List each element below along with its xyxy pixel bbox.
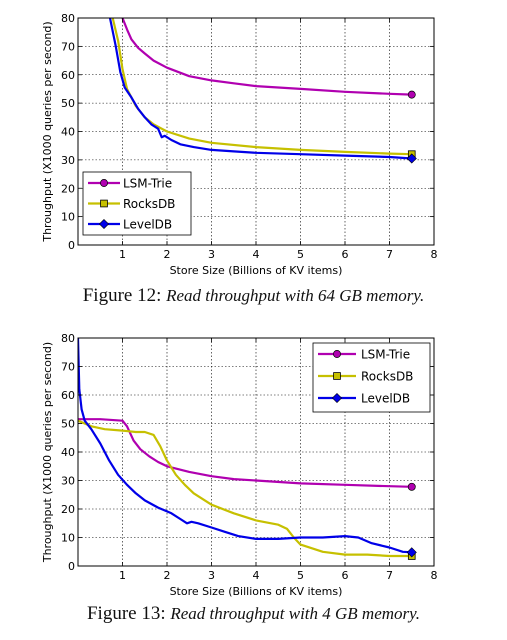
x-tick-label: 2 — [164, 569, 171, 582]
end-marker-leveldb — [406, 547, 417, 558]
end-marker-lsm-trie — [407, 482, 416, 491]
x-tick-label: 7 — [386, 248, 393, 261]
y-tick-label: 20 — [61, 503, 75, 516]
x-tick-label: 3 — [208, 248, 215, 261]
figure-13: 0 10 20 30 40 50 60 70 80 1 2 3 4 5 6 7 8 Store Size (Bil… — [0, 322, 507, 640]
y-tick-label: 10 — [61, 211, 75, 224]
x-tick-label: 3 — [208, 569, 215, 582]
x-tick-label: 4 — [253, 248, 260, 261]
x-tick-label: 5 — [297, 569, 304, 582]
y-tick-label: 80 — [61, 12, 75, 25]
caption-label: Figure 12: — [82, 285, 162, 306]
series-line-lsm-trie — [78, 418, 412, 488]
y-tick-label: 30 — [61, 154, 75, 167]
x-tick-label: 8 — [431, 569, 438, 582]
legend-label-lsm-trie: LSM-Trie — [361, 348, 410, 362]
y-tick-label: 60 — [61, 389, 75, 402]
y-ticks: 0 10 20 30 40 50 60 70 80 — [61, 12, 434, 252]
y-tick-label: 70 — [61, 361, 75, 374]
chart-read-throughput-4gb: 0 10 20 30 40 50 60 70 80 1 2 3 4 5 6 7 8 Store Size (Bil… — [41, 332, 438, 598]
legend-marker-rocksdb — [333, 372, 341, 380]
x-ticks: 1 2 3 4 5 6 7 8 — [119, 18, 438, 261]
x-tick-label: 1 — [119, 248, 126, 261]
figure-12: 0 10 20 30 40 50 60 70 80 1 2 3 4 5 6 7 8 Store Size (Bil… — [0, 12, 507, 307]
series-line-lsm-trie — [121, 18, 412, 96]
y-tick-label: 40 — [61, 126, 75, 139]
y-tick-label: 70 — [61, 40, 75, 53]
series-lines — [78, 338, 412, 558]
series-line-leveldb — [108, 18, 412, 160]
x-tick-label: 1 — [119, 569, 126, 582]
legend: LSM-Trie RocksDB LevelDB — [312, 342, 431, 413]
x-tick-label: 8 — [431, 248, 438, 261]
y-tick-label: 60 — [61, 69, 75, 82]
x-ticks: 1 2 3 4 5 6 7 8 — [119, 338, 438, 582]
caption-label: Figure 13: — [86, 603, 166, 624]
caption-text: Read throughput with 64 GB memory. — [166, 286, 425, 305]
y-axis-label: Throughput (X1000 queries per second) — [41, 342, 54, 563]
legend-marker-rocksdb — [100, 199, 108, 208]
series-line-rocksdb — [111, 18, 412, 156]
legend-label-rocksdb: RocksDB — [361, 370, 413, 384]
legend: LSM-Trie RocksDB LevelDB — [82, 171, 192, 236]
figure-caption: Figure 12: Read throughput with 64 GB me… — [0, 285, 507, 307]
end-marker-lsm-trie — [407, 90, 416, 99]
y-tick-label: 20 — [61, 182, 75, 195]
legend-marker-lsm-trie — [100, 179, 108, 187]
caption-text: Read throughput with 4 GB memory. — [170, 604, 421, 623]
x-axis-label: Store Size (Billions of KV items) — [170, 585, 343, 598]
legend-marker-leveldb — [331, 392, 343, 404]
y-tick-label: 0 — [68, 239, 75, 252]
x-tick-label: 5 — [297, 248, 304, 261]
legend-label-leveldb: LevelDB — [361, 392, 410, 406]
legend-label-leveldb: LevelDB — [123, 218, 172, 232]
x-axis-label: Store Size (Billions of KV items) — [170, 264, 343, 277]
y-tick-label: 50 — [61, 418, 75, 431]
x-tick-label: 6 — [342, 569, 349, 582]
series-line-leveldb — [78, 338, 412, 554]
chart-read-throughput-64gb: 0 10 20 30 40 50 60 70 80 1 2 3 4 5 6 7 8 Store Size (Bil… — [41, 12, 438, 277]
y-tick-label: 80 — [61, 332, 75, 345]
y-tick-label: 0 — [68, 560, 75, 573]
legend-label-rocksdb: RocksDB — [123, 197, 175, 211]
legend-marker-leveldb — [98, 218, 110, 230]
y-tick-label: 50 — [61, 97, 75, 110]
series-lines — [108, 18, 412, 160]
x-tick-label: 2 — [164, 248, 171, 261]
end-marker-leveldb — [406, 153, 417, 164]
x-tick-label: 6 — [342, 248, 349, 261]
y-ticks: 0 10 20 30 40 50 60 70 80 — [61, 332, 434, 573]
y-tick-label: 30 — [61, 475, 75, 488]
figure-caption: Figure 13: Read throughput with 4 GB mem… — [0, 603, 507, 625]
series-line-rocksdb — [78, 419, 412, 558]
legend-marker-lsm-trie — [333, 350, 341, 358]
x-tick-label: 7 — [386, 569, 393, 582]
series-end-markers — [406, 90, 417, 164]
y-tick-label: 40 — [61, 446, 75, 459]
legend-label-lsm-trie: LSM-Trie — [123, 177, 172, 191]
y-axis-label: Throughput (X1000 queries per second) — [41, 21, 54, 242]
y-tick-label: 10 — [61, 532, 75, 545]
x-tick-label: 4 — [253, 569, 260, 582]
series-end-markers — [406, 482, 417, 560]
